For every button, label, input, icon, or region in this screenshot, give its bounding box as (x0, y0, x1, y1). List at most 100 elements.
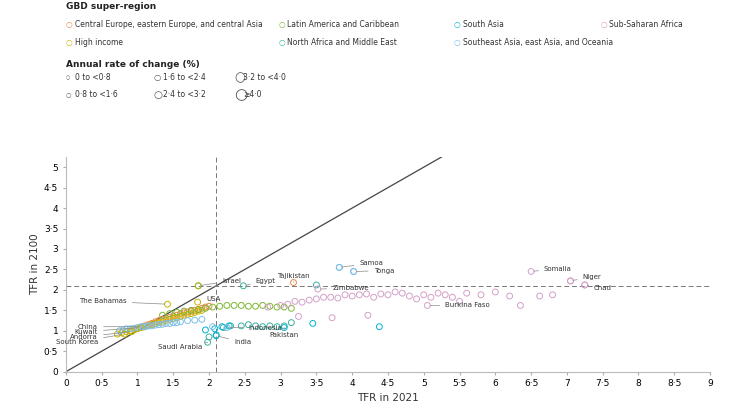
Point (223, 323, 235, 329)
Point (142, 321, 154, 328)
Text: Niger: Niger (573, 274, 602, 280)
Text: Pakistan: Pakistan (269, 328, 299, 338)
Point (193, 308, 204, 314)
Text: Southeast Asia, east Asia, and Oceania: Southeast Asia, east Asia, and Oceania (463, 38, 613, 47)
Point (142, 323, 154, 329)
Point (185, 308, 197, 314)
Text: Annual rate of change (%): Annual rate of change (%) (66, 60, 200, 69)
Point (397, 290, 408, 297)
Text: India: India (219, 336, 251, 345)
Point (217, 324, 229, 331)
Point (113, 328, 125, 334)
Point (135, 323, 147, 330)
Point (461, 290, 473, 297)
Text: ○: ○ (66, 75, 70, 80)
Point (274, 302, 286, 309)
Point (182, 317, 193, 324)
Point (547, 292, 559, 298)
Point (237, 282, 249, 289)
Point (257, 302, 269, 309)
Point (135, 324, 147, 331)
Point (564, 278, 576, 284)
Point (153, 317, 165, 324)
Point (526, 268, 537, 275)
Point (403, 293, 415, 299)
Point (171, 309, 183, 316)
Point (164, 316, 176, 323)
Point (146, 320, 157, 327)
Point (310, 282, 322, 288)
Point (128, 327, 140, 333)
Point (367, 294, 379, 301)
Point (432, 290, 444, 297)
Point (264, 303, 276, 310)
Point (362, 312, 374, 318)
Text: ○: ○ (278, 38, 285, 47)
Point (264, 323, 276, 329)
Point (454, 298, 466, 305)
Point (168, 313, 179, 319)
Point (271, 304, 283, 311)
Point (534, 293, 545, 299)
Point (293, 313, 305, 320)
Point (121, 328, 132, 335)
Text: USA: USA (201, 296, 220, 302)
Point (171, 312, 183, 318)
Point (203, 334, 215, 340)
Text: ○: ○ (66, 20, 72, 29)
Point (418, 292, 430, 298)
Point (171, 319, 183, 326)
Point (307, 320, 318, 327)
Point (182, 309, 193, 315)
Point (278, 323, 290, 329)
Point (157, 321, 168, 328)
Point (282, 301, 294, 308)
Point (375, 291, 386, 297)
Point (139, 323, 151, 330)
Point (348, 268, 359, 275)
Point (285, 305, 297, 311)
Point (160, 320, 172, 327)
Point (168, 315, 179, 322)
Text: Saudi Arabia: Saudi Arabia (158, 342, 208, 350)
Point (271, 323, 283, 330)
Point (193, 306, 204, 313)
Point (348, 268, 359, 275)
Text: Latin America and Caribbean: Latin America and Caribbean (287, 20, 399, 29)
Point (200, 327, 212, 333)
Point (361, 291, 373, 297)
Point (124, 328, 136, 334)
Point (285, 319, 297, 326)
Point (196, 307, 208, 313)
Text: Israel: Israel (201, 278, 241, 285)
Point (325, 294, 337, 301)
Point (189, 309, 201, 316)
Text: 1·6 to <2·4: 1·6 to <2·4 (163, 73, 205, 82)
Point (221, 302, 233, 309)
Point (206, 323, 218, 330)
Point (128, 325, 140, 332)
Point (242, 303, 254, 310)
Point (504, 293, 515, 299)
Point (422, 302, 433, 309)
Text: Tajikistan: Tajikistan (277, 273, 310, 282)
Point (157, 318, 168, 325)
Y-axis label: TFR in 2100: TFR in 2100 (30, 233, 40, 295)
Point (149, 322, 161, 328)
Text: The Bahamas: The Bahamas (79, 298, 165, 304)
Point (312, 286, 324, 292)
Point (425, 294, 437, 301)
Text: Samoa: Samoa (342, 260, 384, 267)
Point (262, 304, 274, 311)
Point (200, 305, 212, 311)
Point (149, 318, 161, 325)
Point (193, 306, 204, 313)
Text: ○: ○ (66, 93, 72, 97)
Point (354, 292, 365, 298)
Text: Kuwait: Kuwait (75, 328, 138, 335)
Text: Indonesia: Indonesia (230, 325, 282, 330)
Text: Andorra: Andorra (70, 332, 129, 340)
Point (111, 331, 123, 337)
Text: China: China (78, 324, 141, 330)
Point (475, 292, 487, 298)
